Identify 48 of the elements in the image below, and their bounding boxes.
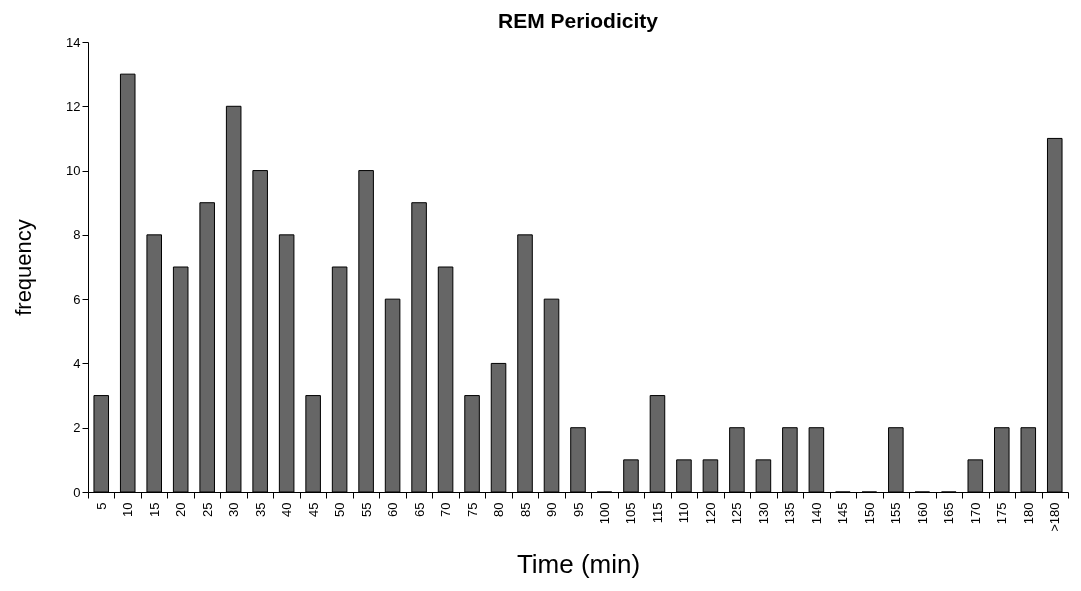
x-tick-label: 40 [279,502,295,517]
x-tick-label: 45 [305,502,321,517]
x-tick-label: 170 [967,502,983,525]
x-tick-label: 75 [464,502,480,517]
x-tick-label: 105 [623,502,639,525]
x-tick-label: 20 [173,502,189,517]
y-axis-title: frequency [11,219,37,316]
x-tick-label: 175 [994,502,1010,525]
x-tick-label: 30 [226,502,242,517]
x-tick-label: 15 [146,502,162,517]
y-tick-label: 12 [66,98,81,114]
x-tick-label: 35 [252,502,268,517]
x-tick-label: >180 [1047,502,1063,532]
x-tick-label: 100 [596,502,612,525]
y-tick-label: 2 [73,420,81,436]
x-tick-label: 135 [782,502,798,525]
x-tick-label: 180 [1020,502,1036,525]
y-tick-label: 10 [66,163,81,179]
x-tick-label: 65 [411,502,427,517]
x-tick-label: 110 [676,502,692,524]
x-tick-label: 85 [517,502,533,517]
y-tick-label: 14 [66,34,81,50]
y-tick-label: 6 [73,291,81,307]
x-tick-label: 10 [120,502,136,517]
x-tick-label: 145 [835,502,851,525]
x-tick-label: 25 [199,502,215,517]
x-tick-label: 55 [358,502,374,517]
x-tick-label: 70 [438,502,454,517]
x-tick-label: 5 [93,502,109,510]
x-tick-label: 95 [570,502,586,517]
x-tick-label: 150 [861,502,877,525]
x-tick-label: 165 [941,502,957,525]
x-tick-label: 50 [332,502,348,517]
y-tick-label: 4 [73,355,81,371]
chart-title: REM Periodicity [498,9,659,32]
y-tick-label: 8 [73,227,81,243]
x-tick-label: 140 [808,502,824,525]
x-tick-label: 160 [914,502,930,525]
x-tick-label: 155 [888,502,904,525]
x-tick-label: 60 [385,502,401,517]
x-axis-title: Time (min) [516,548,641,579]
x-tick-label: 115 [649,502,665,524]
x-tick-label: 125 [729,502,745,525]
x-tick-label: 130 [755,502,771,525]
x-tick-label: 120 [702,502,718,525]
y-tick-label: 0 [73,484,81,500]
x-tick-label: 90 [544,502,560,517]
x-tick-label: 80 [491,502,507,517]
